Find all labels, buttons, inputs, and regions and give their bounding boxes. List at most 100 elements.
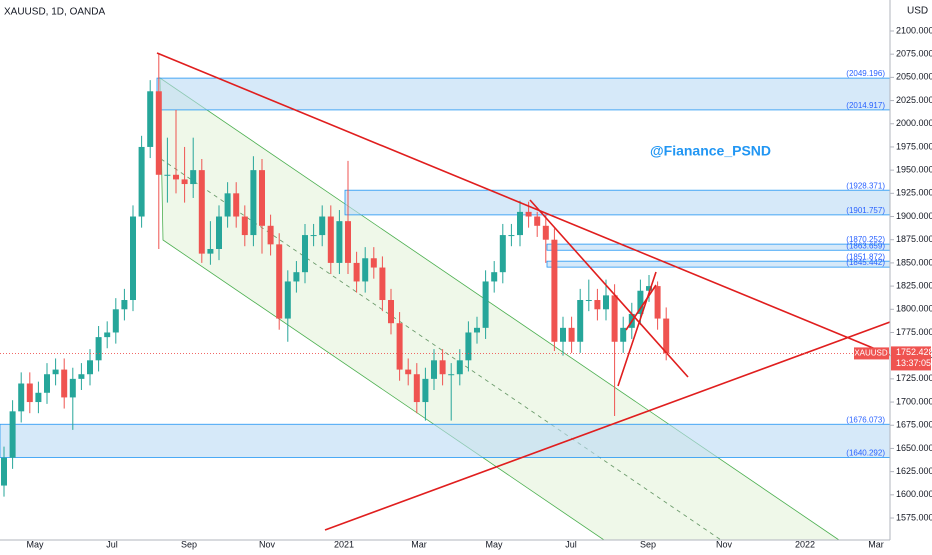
candle-body (439, 360, 446, 375)
y-tick-label: 1775.000 (896, 327, 932, 337)
candle-body (508, 235, 515, 237)
candle-body (611, 295, 618, 342)
candle-body (345, 221, 351, 263)
candle-body (1, 457, 7, 486)
x-tick-label: May (485, 539, 503, 549)
trend-line (529, 199, 689, 378)
candle-body (190, 170, 197, 185)
series-label: XAUUSD (854, 349, 888, 358)
candle-body (104, 332, 111, 338)
trend-line (617, 271, 657, 387)
candle-body (155, 91, 162, 175)
candle-body (35, 392, 42, 403)
candle-body (78, 374, 85, 379)
candle-body (370, 258, 377, 268)
candle-body (499, 235, 506, 273)
x-tick-label: Mar (411, 539, 427, 549)
zone (546, 243, 891, 251)
candle-body (112, 309, 119, 333)
candle-body (388, 300, 394, 324)
candle-body (560, 327, 566, 342)
candle-body (362, 258, 369, 282)
candle-body (482, 281, 489, 328)
x-tick-label: Sep (640, 539, 656, 549)
countdown: 13:37:05 (896, 358, 931, 368)
candle-body (422, 378, 429, 403)
candle-body (663, 318, 670, 354)
candle-body (327, 216, 334, 263)
x-tick-label: Sep (181, 539, 197, 549)
candle-body (9, 411, 16, 458)
candle-body (61, 369, 68, 398)
candle-body (474, 327, 480, 333)
candle-body (654, 286, 661, 319)
y-tick-label: 1950.000 (896, 165, 932, 175)
trend-line (625, 284, 657, 331)
y-tick-label: 1925.000 (896, 188, 932, 198)
y-tick-label: 1725.000 (896, 373, 932, 383)
x-tick-label: Jul (565, 539, 577, 549)
trend-line (156, 52, 891, 356)
candle-body (551, 239, 558, 342)
candle-body (198, 170, 205, 254)
zone (344, 189, 891, 216)
y-tick-label: 1850.000 (896, 257, 932, 267)
candle-body (379, 267, 386, 301)
candle-body (525, 211, 532, 217)
candle-body (181, 179, 188, 185)
candle-body (585, 300, 592, 302)
zone-label: (1845.442) (846, 258, 885, 267)
zone-label: (1928.371) (846, 181, 885, 190)
candle-body (491, 272, 498, 282)
candle-body (224, 193, 231, 217)
y-tick-label: 1875.000 (896, 234, 932, 244)
y-tick-label: 1675.000 (896, 420, 932, 430)
x-tick-label: Mar (868, 539, 884, 549)
candle-body (95, 337, 102, 361)
candle-body (173, 174, 179, 180)
candle-body (353, 262, 360, 282)
x-tick-label: 2022 (795, 539, 815, 549)
candle-body (456, 360, 463, 375)
candle-body (259, 170, 265, 226)
y-tick-label: 1900.000 (896, 211, 932, 221)
candle-body (577, 300, 584, 342)
candle-body (69, 378, 76, 398)
y-tick-label: 2075.000 (896, 49, 932, 59)
zone-label: (2049.196) (846, 69, 885, 78)
candle-body (233, 193, 240, 217)
candle-body (646, 286, 652, 291)
y-tick-label: 1825.000 (896, 280, 932, 290)
candle-body (542, 225, 549, 240)
x-tick-label: Nov (259, 539, 276, 549)
x-tick-label: May (26, 539, 44, 549)
y-tick-label: 2000.000 (896, 118, 932, 128)
candle-body (147, 91, 154, 147)
series-label-box (854, 347, 889, 360)
candle-body (413, 374, 420, 403)
x-tick-label: Nov (716, 539, 733, 549)
candle-body (293, 272, 300, 282)
y-tick-label: 1800.000 (896, 304, 932, 314)
y-tick-label: 2050.000 (896, 72, 932, 82)
zone-label: (1676.073) (846, 415, 885, 424)
candle-body (517, 211, 523, 236)
candle-body (594, 300, 601, 310)
candle-body (267, 225, 274, 245)
candle-body (121, 300, 128, 310)
candle-body (336, 221, 343, 263)
y-tick-label: 1700.000 (896, 396, 932, 406)
candle-body (284, 281, 291, 319)
currency: USD (907, 6, 928, 17)
candle-body (302, 235, 308, 273)
y-tick-label: 2025.000 (896, 95, 932, 105)
candle-body (431, 360, 437, 379)
candle-body (276, 244, 283, 319)
zone (546, 260, 891, 268)
candle-body (207, 248, 214, 254)
y-tick-label: 1600.000 (896, 489, 932, 499)
y-tick-label: 1975.000 (896, 141, 932, 151)
candle-body (448, 374, 455, 376)
zone-label: (1640.292) (846, 449, 885, 458)
candle-body (396, 323, 403, 370)
